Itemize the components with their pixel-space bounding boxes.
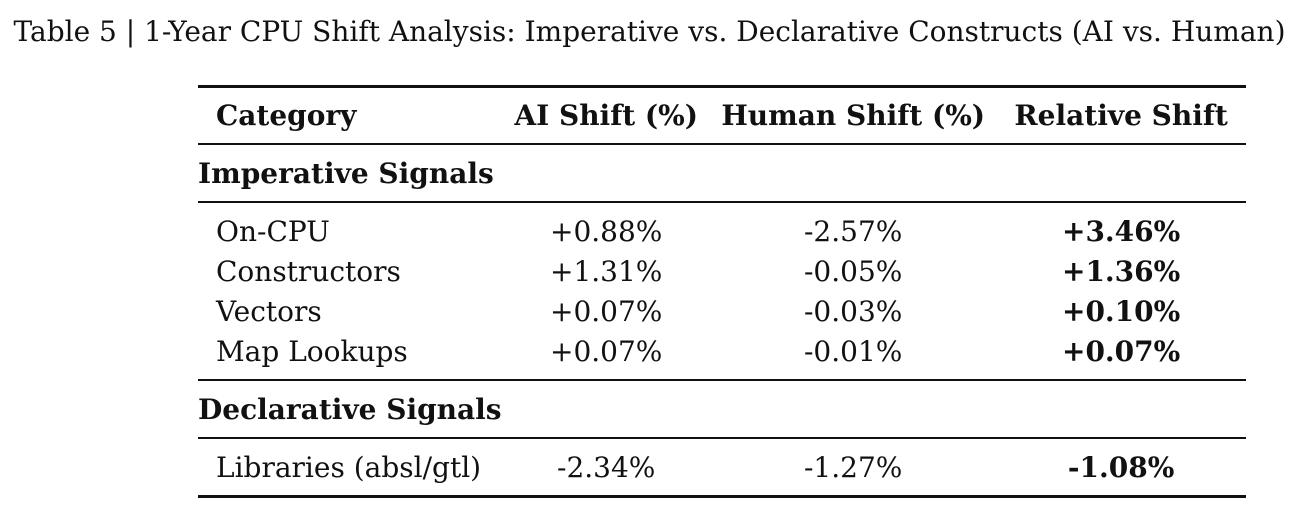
row-relative-shift: +3.46% xyxy=(996,201,1246,251)
section-title-declarative: Declarative Signals xyxy=(198,379,1246,438)
row-human-shift: -2.57% xyxy=(710,201,997,251)
cpu-shift-table: Category AI Shift (%) Human Shift (%) Re… xyxy=(198,85,1246,498)
row-category: Libraries (absl/gtl) xyxy=(198,437,503,498)
table-row: Libraries (absl/gtl) -2.34% -1.27% -1.08… xyxy=(198,437,1246,498)
section-row-declarative: Declarative Signals xyxy=(198,379,1246,438)
row-category: Vectors xyxy=(216,294,322,328)
row-relative-shift: +0.10% xyxy=(1061,294,1181,328)
row-human-shift: -0.05% xyxy=(803,254,903,288)
table-row: Vectors +0.07% -0.03% +0.10% xyxy=(198,291,1246,331)
table-row: On-CPU +0.88% -2.57% +3.46% xyxy=(198,201,1246,251)
header-category: Category xyxy=(198,85,503,144)
row-human-shift: -0.01% xyxy=(803,334,903,368)
row-ai-shift: +0.88% xyxy=(502,201,711,251)
header-relative-shift: Relative Shift xyxy=(996,85,1246,144)
section-title-imperative: Imperative Signals xyxy=(198,143,1246,202)
section-row-imperative: Imperative Signals xyxy=(198,143,1246,202)
row-relative-shift: -1.08% xyxy=(996,437,1246,498)
row-ai-shift: -2.34% xyxy=(502,437,711,498)
row-ai-shift: +1.31% xyxy=(550,254,663,288)
row-category: Constructors xyxy=(216,254,401,288)
row-human-shift: -0.03% xyxy=(803,294,903,328)
row-human-shift: -1.27% xyxy=(710,437,997,498)
row-relative-shift: +1.36% xyxy=(1061,254,1181,288)
row-ai-shift: +0.07% xyxy=(550,334,663,368)
table-header-row: Category AI Shift (%) Human Shift (%) Re… xyxy=(198,85,1246,144)
row-category: Map Lookups xyxy=(216,334,408,368)
table-caption: Table 5 | 1-Year CPU Shift Analysis: Imp… xyxy=(13,15,1286,48)
table-row: Map Lookups +0.07% -0.01% +0.07% xyxy=(198,331,1246,380)
row-relative-shift: +0.07% xyxy=(1061,334,1181,368)
row-category: On-CPU xyxy=(198,201,503,251)
table-row: Constructors +1.31% -0.05% +1.36% xyxy=(198,251,1246,291)
row-ai-shift: +0.07% xyxy=(550,294,663,328)
header-human-shift: Human Shift (%) xyxy=(710,85,997,144)
header-ai-shift: AI Shift (%) xyxy=(502,85,711,144)
